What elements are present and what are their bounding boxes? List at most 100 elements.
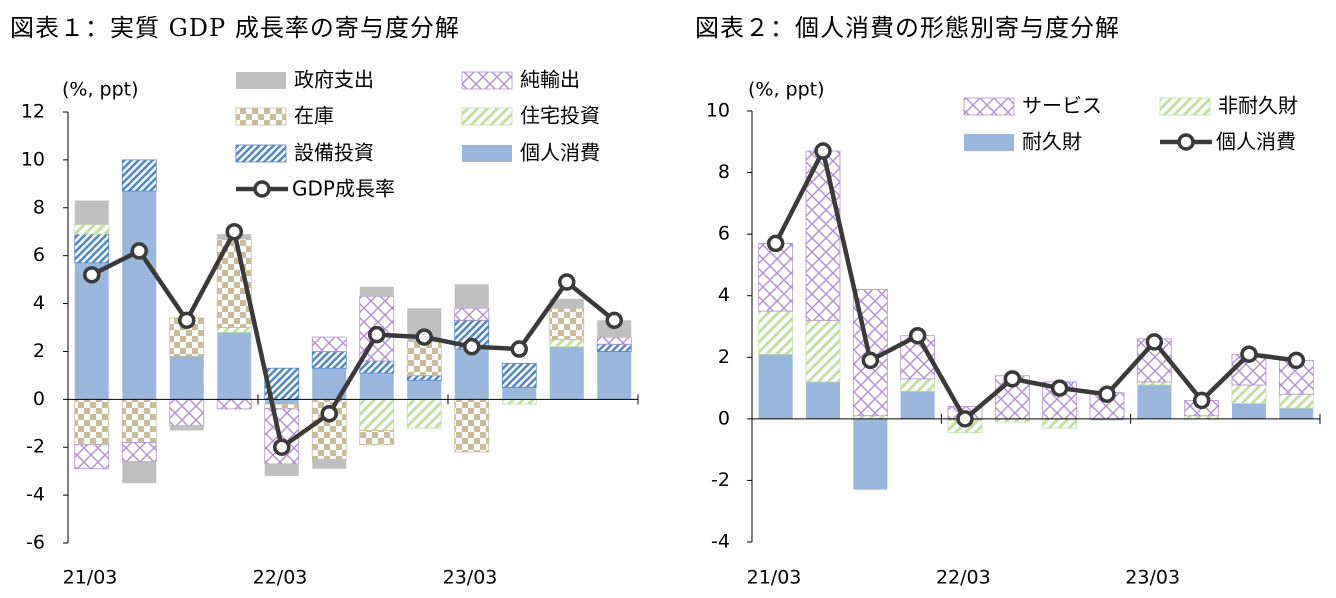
bar-segment (549, 346, 584, 400)
line-point (956, 410, 974, 428)
bar-segment (853, 418, 888, 490)
x-tick-label: 23/03 (443, 567, 498, 589)
bar-segment (1136, 381, 1172, 386)
line-point (1003, 370, 1022, 388)
bar-segment (549, 307, 585, 340)
line-point (273, 438, 291, 456)
bar-segment (216, 398, 252, 410)
legend-label: 住宅投資 (520, 104, 600, 128)
chart1: (%, ppt) -6 -4 -2 0 2 4 6 8 10 12 21/03 22/03 23/03 政府… (21, 68, 639, 589)
bar-segment (121, 398, 157, 443)
legend-swatch (235, 107, 287, 126)
y-tick-label: -4 (711, 531, 730, 553)
bar-segment (217, 332, 252, 400)
y-tick-label: 6 (718, 223, 730, 245)
bar-segment (1231, 384, 1267, 404)
y-tick-label: 6 (33, 244, 45, 266)
bar-segment (169, 356, 204, 400)
bar-segment (806, 381, 840, 419)
line-point (558, 273, 576, 291)
bar-segment (900, 378, 936, 392)
bar-segment (454, 307, 490, 321)
line-point (908, 326, 927, 345)
bar-segment (359, 430, 395, 446)
legend-swatch (235, 144, 287, 163)
line-point (1098, 385, 1116, 403)
line-point (368, 325, 386, 344)
x-tick-label: 22/03 (253, 567, 308, 589)
legend-label: 純輸出 (520, 68, 580, 92)
bar-segment (121, 442, 157, 462)
legend-swatch (1159, 97, 1211, 116)
line-point (766, 234, 785, 253)
bar-segment (359, 286, 394, 297)
y-tick-label: 2 (718, 346, 730, 368)
legend-label: 個人消費 (520, 141, 600, 165)
y-tick-label: 12 (21, 101, 45, 123)
y-tick-label: 4 (33, 292, 45, 314)
bar-segment (359, 360, 395, 374)
y-tick-label: 2 (33, 340, 45, 362)
y-tick-label: 0 (33, 388, 45, 410)
legend-label: 非耐久財 (1218, 94, 1298, 118)
bar-segment (501, 398, 537, 405)
x-tick-label: 21/03 (63, 567, 118, 589)
line-series (90, 229, 616, 450)
bar-segment (359, 398, 395, 431)
line-point (814, 142, 832, 160)
bar-segment (169, 398, 205, 427)
y-tick-label: 0 (718, 407, 730, 429)
legend-swatch (461, 107, 513, 126)
x-tick-label: 21/03 (747, 567, 802, 589)
bar-segment (549, 298, 584, 309)
y-tick-label: 10 (21, 148, 45, 170)
bar-segment (900, 391, 935, 419)
x-tick-label: 23/03 (1125, 567, 1180, 589)
chart2-title: 図表２：個人消費の形態別寄与度分解 (695, 14, 1120, 42)
bar-segment (74, 444, 110, 470)
line-point (178, 311, 196, 330)
bar-segment (1137, 384, 1172, 419)
bar-segment (122, 461, 157, 484)
bar-segment (312, 459, 347, 469)
legend-label: 設備投資 (294, 141, 374, 165)
y-tick-label: -2 (711, 469, 730, 491)
bar-segment (758, 354, 793, 419)
bar-segment (216, 327, 252, 333)
bar-segment (406, 374, 442, 381)
line-series (773, 148, 1297, 422)
bar-segment (406, 341, 442, 376)
bar-segment (74, 398, 110, 446)
legend-swatch (964, 134, 1014, 151)
y-tick-label: -2 (26, 436, 45, 458)
line-point (861, 351, 880, 370)
line-point (1287, 351, 1306, 370)
bar-segment (264, 399, 299, 405)
bar-segment (1090, 418, 1124, 421)
line-point (510, 340, 528, 358)
chart1-title: 図表１：実質 GDP 成長率の寄与度分解 (10, 14, 460, 42)
legend-swatch (462, 145, 512, 162)
x-tick-label: 22/03 (936, 567, 991, 589)
y-tick-label: 8 (718, 161, 730, 183)
line-point (130, 242, 148, 260)
line-point (1050, 379, 1069, 397)
bar-segment (596, 336, 632, 345)
bar-segment (454, 349, 489, 400)
bar-segment (169, 425, 204, 431)
y-tick-label: 4 (718, 284, 730, 306)
bar-segment (1278, 393, 1314, 409)
y-tick-label: 8 (33, 196, 45, 218)
bar-segment (805, 319, 841, 383)
line-point (320, 404, 338, 423)
line-point (1240, 345, 1258, 363)
bar-segment (74, 224, 110, 235)
bar-segment (549, 339, 585, 348)
bar-segment (1042, 418, 1078, 429)
y-tick-label: 10 (706, 100, 730, 122)
legend-label: 政府支出 (294, 68, 374, 92)
legend-label: 個人消費 (1216, 130, 1296, 154)
line-point (415, 328, 433, 346)
line-point (225, 222, 243, 241)
